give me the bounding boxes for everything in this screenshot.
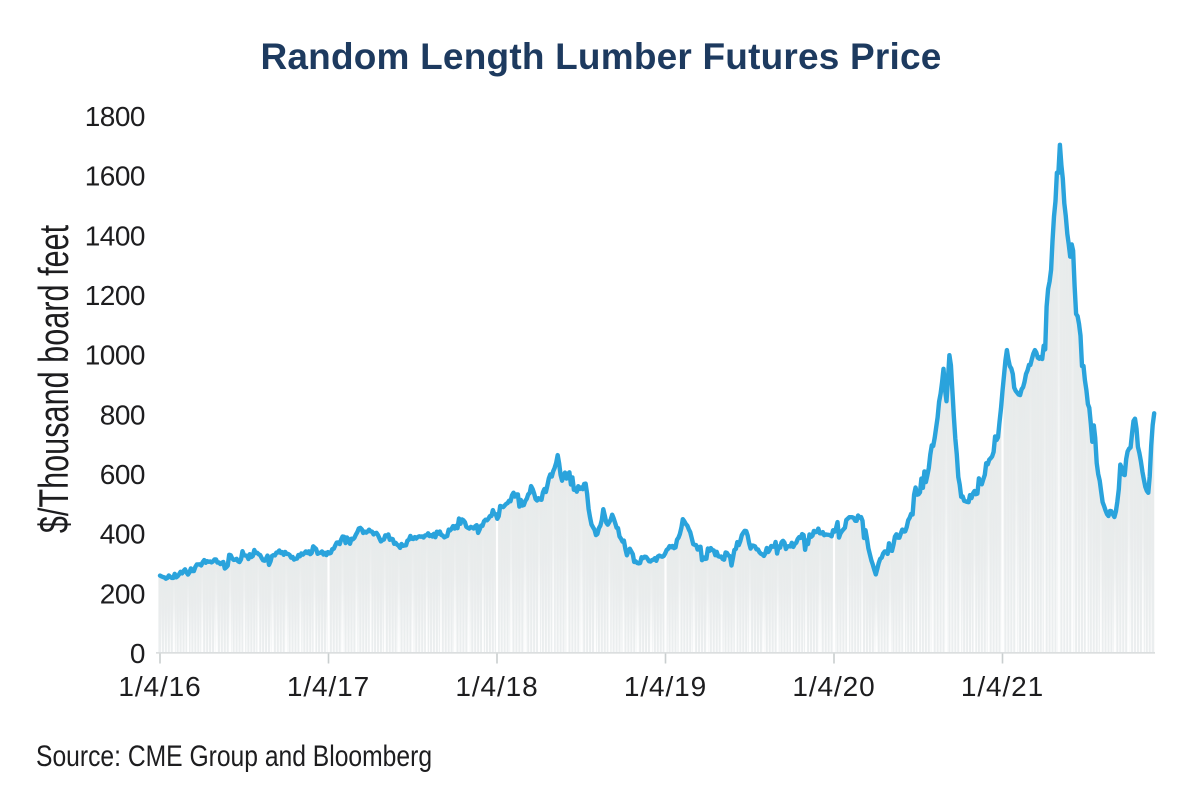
svg-text:400: 400 [100,519,145,550]
svg-text:1/4/20: 1/4/20 [792,671,875,702]
svg-text:600: 600 [100,459,145,490]
svg-text:1000: 1000 [85,340,145,371]
svg-text:1/4/21: 1/4/21 [961,671,1044,702]
svg-text:1400: 1400 [85,220,145,251]
svg-text:1/4/19: 1/4/19 [624,671,707,702]
svg-text:1/4/17: 1/4/17 [287,671,370,702]
svg-text:200: 200 [100,578,145,609]
svg-text:1/4/16: 1/4/16 [118,671,201,702]
svg-text:1200: 1200 [85,280,145,311]
svg-text:1800: 1800 [85,101,145,132]
svg-text:800: 800 [100,399,145,430]
svg-text:1/4/18: 1/4/18 [455,671,538,702]
svg-text:1600: 1600 [85,161,145,192]
svg-text:0: 0 [130,638,145,669]
svg-text:$/Thousand board feet: $/Thousand board feet [30,225,77,533]
svg-text:Source: CME Group and Bloomber: Source: CME Group and Bloomberg [36,739,432,773]
svg-text:Random Length Lumber Futures P: Random Length Lumber Futures Price [260,36,941,77]
